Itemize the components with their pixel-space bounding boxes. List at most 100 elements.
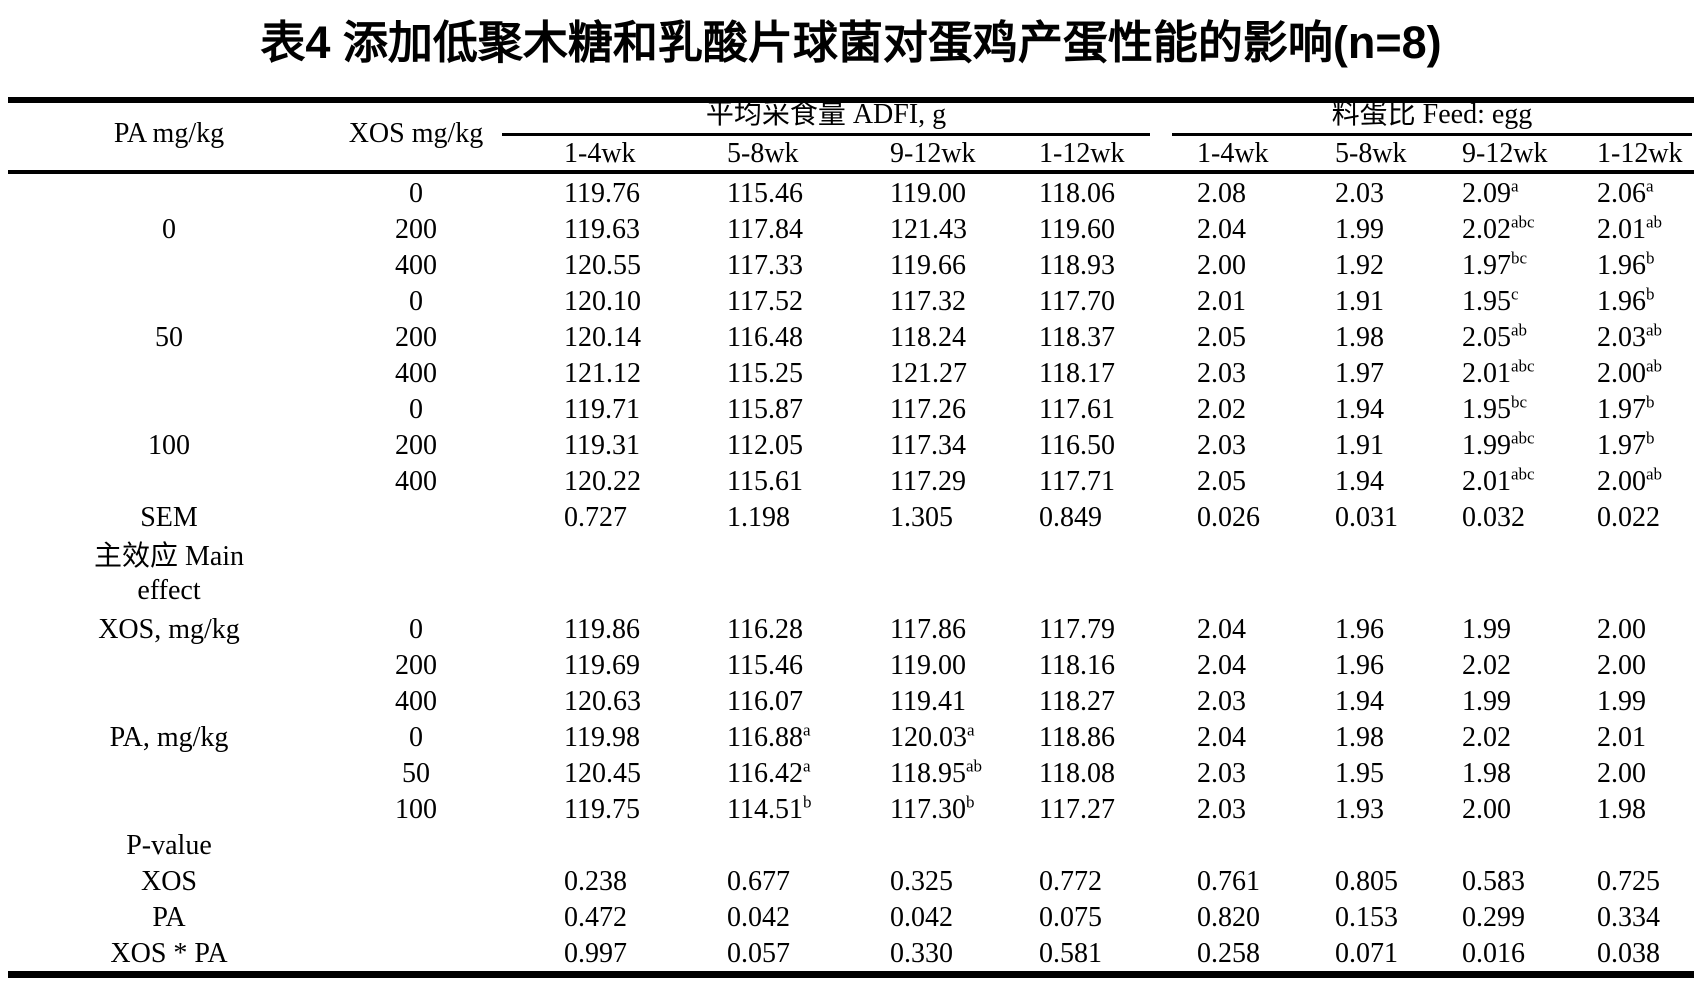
table-row: 0 119.71 115.87 117.26 117.61 2.02 1.94 1.95bc 1…: [8, 392, 1694, 428]
group-header-adfi: 平均采食量 ADFI, g: [705, 99, 947, 130]
value-cell: 116.48: [727, 322, 803, 353]
week-column-header: 1-4wk: [564, 138, 636, 169]
value-cell: 120.10: [564, 286, 641, 317]
value-cell: 2.03: [1197, 430, 1246, 461]
value-cell: 117.86: [890, 614, 966, 645]
value-cell: 119.86: [564, 614, 640, 645]
table-row: PA, mg/kg 0 119.98 116.88a 120.03a 118.86 2.04…: [8, 720, 1694, 756]
table-row: 100 119.75 114.51b 117.30b 117.27 2.03 1.93 2.0…: [8, 792, 1694, 828]
table-row: XOS 0.238 0.677 0.325 0.772 0.761 0.805 0.583 0.…: [8, 864, 1694, 900]
value-cell: 118.17: [1039, 358, 1115, 389]
value-cell: 1.97b: [1597, 428, 1655, 461]
significance-superscript: b: [1646, 392, 1655, 412]
value-cell: 1.95c: [1462, 284, 1519, 317]
xos-level: 0: [409, 286, 423, 317]
value-cell: 0.805: [1335, 866, 1398, 897]
value-cell: 1.98: [1335, 322, 1384, 353]
table-row: 400 121.12 115.25 121.27 118.17 2.03 1.97 2.01a…: [8, 356, 1694, 392]
value-cell: 2.00ab: [1597, 464, 1663, 497]
table-row: 50 200 120.14 116.48 118.24 118.37 2.05 1.98 2.0…: [8, 320, 1694, 356]
row-label: SEM: [140, 502, 198, 533]
xos-level: 100: [395, 794, 437, 825]
value-cell: 116.88a: [727, 720, 811, 753]
significance-superscript: b: [802, 792, 812, 812]
table-row: 0 120.10 117.52 117.32 117.70 2.01 1.91 1.95c 1.…: [8, 284, 1694, 320]
value-cell: 118.93: [1039, 250, 1115, 281]
value-cell: 118.08: [1039, 758, 1115, 789]
value-cell: 1.97b: [1597, 392, 1655, 425]
value-cell: 2.01: [1597, 722, 1646, 753]
value-cell: 1.198: [727, 502, 790, 533]
xos-level: 0: [409, 614, 423, 645]
value-cell: 0.761: [1197, 866, 1260, 897]
value-cell: 1.96: [1335, 614, 1384, 645]
value-cell: 0.330: [890, 938, 953, 969]
xos-level: 0: [409, 178, 423, 209]
value-cell: 2.04: [1197, 614, 1246, 645]
row-label: PA, mg/kg: [109, 722, 229, 753]
week-header-row: 1-4wk 5-8wk 9-12wk 1-12wk 1-4wk 5-8wk 9-12wk 1-…: [8, 137, 1694, 169]
table-row: 400 120.55 117.33 119.66 118.93 2.00 1.92 1.97b…: [8, 248, 1694, 284]
table-row: 0 200 119.63 117.84 121.43 119.60 2.04 1.99 2.02…: [8, 212, 1694, 248]
value-cell: 118.37: [1039, 322, 1115, 353]
significance-superscript: bc: [1511, 392, 1528, 412]
value-cell: 2.06a: [1597, 176, 1654, 209]
value-cell: 2.03ab: [1597, 320, 1663, 353]
value-cell: 2.01abc: [1462, 356, 1535, 389]
value-cell: 118.27: [1039, 686, 1115, 717]
table-row: SEM 0.727 1.198 1.305 0.849 0.026 0.031 0.032 0.…: [8, 500, 1694, 536]
xos-level: 200: [395, 322, 437, 353]
value-cell: 2.03: [1197, 358, 1246, 389]
value-cell: 2.02abc: [1462, 212, 1535, 245]
significance-superscript: abc: [1511, 464, 1535, 484]
value-cell: 1.99: [1462, 686, 1511, 717]
significance-superscript: a: [1511, 176, 1519, 196]
value-cell: 1.94: [1335, 686, 1384, 717]
value-cell: 117.34: [890, 430, 966, 461]
xos-level: 0: [409, 722, 423, 753]
week-column-header: 1-12wk: [1039, 138, 1125, 169]
value-cell: 0.042: [890, 902, 953, 933]
row-label: 主效应 Main effect: [93, 541, 245, 606]
value-cell: 0.026: [1197, 502, 1260, 533]
value-cell: 0.071: [1335, 938, 1398, 969]
value-cell: 0.472: [564, 902, 627, 933]
table-row: P-value: [8, 828, 1694, 864]
value-cell: 2.04: [1197, 722, 1246, 753]
value-cell: 0.820: [1197, 902, 1260, 933]
value-cell: 0.772: [1039, 866, 1102, 897]
value-cell: 0.031: [1335, 502, 1398, 533]
value-cell: 2.05: [1197, 466, 1246, 497]
value-cell: 118.06: [1039, 178, 1115, 209]
value-cell: 116.50: [1039, 430, 1115, 461]
table-row: 400 120.22 115.61 117.29 117.71 2.05 1.94 2.01a…: [8, 464, 1694, 500]
significance-superscript: b: [1646, 248, 1655, 268]
value-cell: 2.09a: [1462, 176, 1519, 209]
value-cell: 1.96b: [1597, 248, 1655, 281]
week-column-header: 1-4wk: [1197, 138, 1269, 169]
value-cell: 0.258: [1197, 938, 1260, 969]
value-cell: 0.153: [1335, 902, 1398, 933]
value-cell: 2.00: [1197, 250, 1246, 281]
value-cell: 1.96: [1335, 650, 1384, 681]
value-cell: 2.05ab: [1462, 320, 1528, 353]
value-cell: 1.98: [1462, 758, 1511, 789]
value-cell: 119.76: [564, 178, 640, 209]
value-cell: 119.00: [890, 178, 966, 209]
value-cell: 116.28: [727, 614, 803, 645]
value-cell: 1.95: [1335, 758, 1384, 789]
value-cell: 117.70: [1039, 286, 1115, 317]
value-cell: 1.305: [890, 502, 953, 533]
value-cell: 121.12: [564, 358, 641, 389]
value-cell: 1.98: [1335, 722, 1384, 753]
week-column-header: 5-8wk: [1335, 138, 1407, 169]
xos-level: 200: [395, 430, 437, 461]
column-header-xos: XOS mg/kg: [348, 118, 484, 149]
value-cell: 118.16: [1039, 650, 1115, 681]
value-cell: 117.26: [890, 394, 966, 425]
value-cell: 117.84: [727, 214, 803, 245]
value-cell: 0.016: [1462, 938, 1525, 969]
value-cell: 119.31: [564, 430, 640, 461]
value-cell: 1.91: [1335, 430, 1384, 461]
value-cell: 1.91: [1335, 286, 1384, 317]
